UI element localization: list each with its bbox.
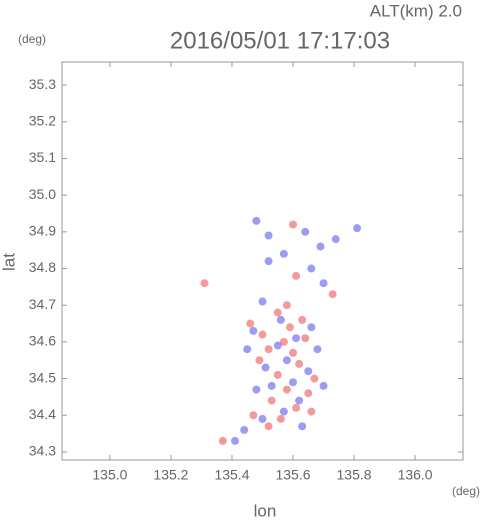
echo-point [231, 436, 240, 445]
echo-point [279, 337, 288, 346]
x-unit: (deg) [452, 484, 480, 498]
echo-point [282, 301, 291, 310]
echo-point [301, 227, 310, 236]
echo-point [264, 231, 273, 240]
echo-point [298, 422, 307, 431]
echo-point [276, 315, 285, 324]
echo-point [249, 411, 258, 420]
echo-point [307, 407, 316, 416]
x-label: lon [254, 501, 277, 520]
x-tick-label: 135.6 [275, 467, 310, 483]
echo-point [307, 264, 316, 273]
y-tick-label: 34.7 [29, 296, 56, 312]
echo-point [298, 315, 307, 324]
x-tick-label: 135.8 [337, 467, 372, 483]
y-tick-label: 35.1 [29, 149, 56, 165]
echo-point [295, 359, 304, 368]
echo-point [279, 249, 288, 258]
echo-point [295, 396, 304, 405]
echo-point [289, 348, 298, 357]
echo-point [249, 326, 258, 335]
echo-point [264, 345, 273, 354]
echo-point [258, 414, 267, 423]
echo-point [273, 341, 282, 350]
echo-point [267, 396, 276, 405]
echo-point [282, 385, 291, 394]
x-tick-label: 136.0 [398, 467, 433, 483]
echo-point [282, 356, 291, 365]
x-tick-label: 135.0 [92, 467, 127, 483]
echo-point [304, 389, 313, 398]
echo-point [319, 381, 328, 390]
y-tick-label: 35.0 [29, 186, 56, 202]
y-tick-label: 34.8 [29, 259, 56, 275]
echo-point [258, 330, 267, 339]
echo-point [279, 407, 288, 416]
echo-point [258, 297, 267, 306]
echo-point [252, 216, 261, 225]
echo-point [276, 414, 285, 423]
altitude: ALT(km) 2.0 [370, 1, 462, 20]
y-tick-label: 35.3 [29, 76, 56, 92]
y-tick-label: 34.3 [29, 443, 56, 459]
echo-point [200, 279, 209, 288]
echo-point [301, 334, 310, 343]
echo-point [267, 381, 276, 390]
echo-point [246, 319, 255, 328]
echo-point [304, 367, 313, 376]
echo-point [285, 323, 294, 332]
echo-point [331, 235, 340, 244]
echo-point [289, 220, 298, 229]
echo-point [261, 363, 270, 372]
echo-point [292, 334, 301, 343]
echo-point [218, 436, 227, 445]
echo-point [240, 425, 249, 434]
y-tick-label: 34.4 [29, 406, 56, 422]
echo-point [310, 374, 319, 383]
echo-point [313, 345, 322, 354]
x-tick-label: 135.2 [153, 467, 188, 483]
echo-point [307, 323, 316, 332]
echo-point [252, 385, 261, 394]
echo-point [289, 378, 298, 387]
x-tick-label: 135.4 [214, 467, 249, 483]
echo-point [273, 308, 282, 317]
echo-point [316, 242, 325, 251]
y-tick-label: 35.2 [29, 112, 56, 128]
echo-point [353, 224, 362, 233]
echo-point [328, 290, 337, 299]
echo-point [292, 271, 301, 280]
echo-point [292, 403, 301, 412]
plot-frame [61, 61, 464, 461]
echo-point [255, 356, 264, 365]
echo-point [273, 370, 282, 379]
y-label: lat [0, 253, 18, 271]
y-unit: (deg) [18, 32, 46, 46]
y-tick-label: 34.6 [29, 333, 56, 349]
chart-title: 2016/05/01 17:17:03 [170, 27, 390, 54]
echo-point [264, 257, 273, 266]
echo-point [243, 345, 252, 354]
y-tick-label: 34.5 [29, 369, 56, 385]
y-tick-label: 34.9 [29, 223, 56, 239]
echo-point [319, 279, 328, 288]
echo-point [264, 422, 273, 431]
